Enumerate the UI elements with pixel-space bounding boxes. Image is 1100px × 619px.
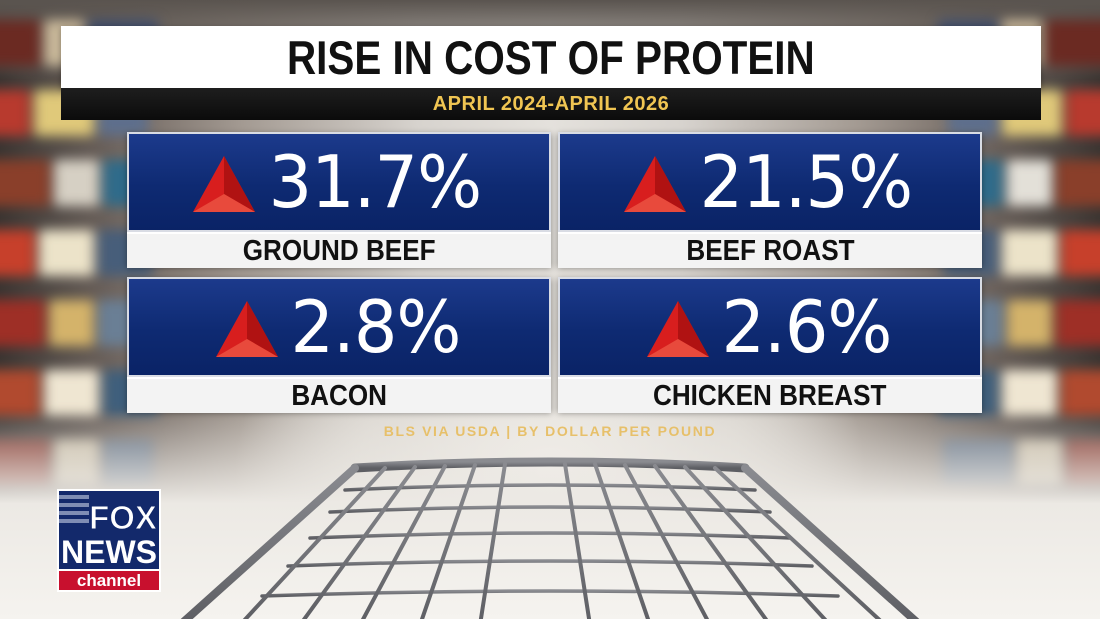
stat-value-panel: 2.6%	[558, 277, 982, 377]
logo-line-1: FOX	[89, 499, 157, 536]
stat-label-panel: BACON	[127, 377, 551, 413]
up-triangle-icon	[215, 301, 278, 357]
source-note: BLS VIA USDA | BY DOLLAR PER POUND	[383, 423, 717, 439]
stat-card-chicken-breast: 2.6% CHICKEN BREAST	[558, 277, 982, 413]
stat-label-panel: GROUND BEEF	[127, 232, 551, 268]
page-title: RISE IN COST OF PROTEIN	[287, 30, 815, 84]
stat-value: 21.5%	[699, 140, 913, 224]
up-triangle-icon	[646, 301, 709, 357]
stat-card-ground-beef: 31.7% GROUND BEEF	[127, 132, 551, 268]
stat-label: GROUND BEEF	[242, 234, 436, 267]
logo-line-2: NEWS	[61, 534, 157, 570]
stat-value: 2.6%	[721, 285, 892, 369]
store-floor	[0, 409, 1100, 619]
up-triangle-icon	[193, 156, 256, 212]
stat-label: BEEF ROAST	[685, 234, 855, 267]
stat-label-panel: CHICKEN BREAST	[558, 377, 982, 413]
fox-news-logo-icon: FOX NEWS channel	[57, 489, 161, 592]
stat-label: CHICKEN BREAST	[653, 379, 887, 412]
date-range-banner: APRIL 2024-APRIL 2026	[61, 88, 1041, 120]
stat-value-panel: 2.8%	[127, 277, 551, 377]
stat-value-panel: 21.5%	[558, 132, 982, 232]
stat-card-bacon: 2.8% BACON	[127, 277, 551, 413]
logo-line-3: channel	[77, 571, 141, 590]
stat-card-beef-roast: 21.5% BEEF ROAST	[558, 132, 982, 268]
stat-value: 2.8%	[290, 285, 461, 369]
date-range: APRIL 2024-APRIL 2026	[432, 92, 670, 115]
shopping-cart-icon	[180, 457, 920, 619]
title-banner: RISE IN COST OF PROTEIN	[61, 26, 1041, 88]
up-triangle-icon	[624, 156, 687, 212]
stat-label: BACON	[291, 379, 387, 412]
stat-value-panel: 31.7%	[127, 132, 551, 232]
stat-label-panel: BEEF ROAST	[558, 232, 982, 268]
stat-value: 31.7%	[268, 140, 482, 224]
